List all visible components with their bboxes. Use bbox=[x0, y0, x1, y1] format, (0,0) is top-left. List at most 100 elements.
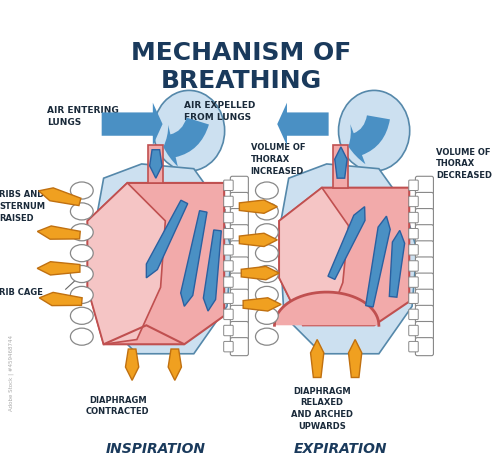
FancyBboxPatch shape bbox=[416, 209, 434, 227]
FancyBboxPatch shape bbox=[416, 192, 434, 210]
FancyBboxPatch shape bbox=[230, 305, 248, 323]
FancyBboxPatch shape bbox=[409, 245, 418, 255]
FancyBboxPatch shape bbox=[224, 277, 233, 287]
Polygon shape bbox=[94, 164, 232, 354]
Text: RIB CAGE: RIB CAGE bbox=[0, 287, 43, 296]
FancyBboxPatch shape bbox=[409, 325, 418, 336]
Ellipse shape bbox=[256, 224, 278, 241]
Polygon shape bbox=[38, 188, 81, 206]
Polygon shape bbox=[204, 230, 222, 311]
Polygon shape bbox=[168, 349, 181, 380]
Polygon shape bbox=[146, 200, 188, 278]
FancyBboxPatch shape bbox=[224, 261, 233, 271]
Ellipse shape bbox=[70, 203, 93, 220]
Text: VOLUME OF
THORAX
INCREASED: VOLUME OF THORAX INCREASED bbox=[250, 143, 305, 175]
Text: RIBS AND
STERNUM
RAISED: RIBS AND STERNUM RAISED bbox=[0, 190, 45, 223]
Text: AIR EXPELLED
FROM LUNGS: AIR EXPELLED FROM LUNGS bbox=[184, 101, 256, 122]
Ellipse shape bbox=[70, 245, 93, 262]
Polygon shape bbox=[279, 164, 417, 354]
FancyBboxPatch shape bbox=[416, 322, 434, 340]
Ellipse shape bbox=[256, 245, 278, 262]
FancyBboxPatch shape bbox=[409, 196, 418, 207]
Ellipse shape bbox=[154, 90, 224, 171]
FancyBboxPatch shape bbox=[230, 322, 248, 340]
FancyBboxPatch shape bbox=[230, 273, 248, 291]
Polygon shape bbox=[328, 207, 365, 279]
Text: DIAPHRAGM
RELAXED
AND ARCHED
UPWARDS: DIAPHRAGM RELAXED AND ARCHED UPWARDS bbox=[291, 387, 353, 431]
Text: MECHANISM OF: MECHANISM OF bbox=[131, 40, 352, 65]
FancyBboxPatch shape bbox=[416, 241, 434, 259]
Ellipse shape bbox=[70, 266, 93, 283]
Text: RIBS AND STERNUM
RETURNED TO
ORIGINAL POSITION: RIBS AND STERNUM RETURNED TO ORIGINAL PO… bbox=[132, 209, 226, 242]
Text: BREATHING: BREATHING bbox=[160, 69, 322, 93]
Ellipse shape bbox=[256, 203, 278, 220]
FancyBboxPatch shape bbox=[409, 293, 418, 304]
FancyBboxPatch shape bbox=[224, 293, 233, 304]
FancyBboxPatch shape bbox=[230, 257, 248, 275]
FancyBboxPatch shape bbox=[224, 342, 233, 352]
Ellipse shape bbox=[70, 182, 93, 199]
Ellipse shape bbox=[70, 286, 93, 304]
Text: VOLUME OF
THORAX
DECREASED: VOLUME OF THORAX DECREASED bbox=[436, 148, 492, 180]
FancyBboxPatch shape bbox=[224, 212, 233, 223]
FancyBboxPatch shape bbox=[416, 257, 434, 275]
FancyBboxPatch shape bbox=[409, 261, 418, 271]
Ellipse shape bbox=[256, 307, 278, 324]
FancyBboxPatch shape bbox=[230, 225, 248, 243]
Polygon shape bbox=[334, 145, 348, 188]
Polygon shape bbox=[38, 226, 80, 239]
FancyBboxPatch shape bbox=[416, 305, 434, 323]
Text: EXPIRATION: EXPIRATION bbox=[294, 442, 388, 456]
FancyBboxPatch shape bbox=[224, 228, 233, 239]
FancyBboxPatch shape bbox=[409, 277, 418, 287]
FancyBboxPatch shape bbox=[409, 212, 418, 223]
FancyBboxPatch shape bbox=[409, 180, 418, 190]
FancyBboxPatch shape bbox=[416, 273, 434, 291]
Text: Adobe Stock | #459468744: Adobe Stock | #459468744 bbox=[9, 335, 15, 411]
Polygon shape bbox=[88, 183, 166, 344]
Polygon shape bbox=[274, 292, 379, 325]
Ellipse shape bbox=[70, 224, 93, 241]
Polygon shape bbox=[240, 233, 278, 247]
FancyBboxPatch shape bbox=[230, 289, 248, 307]
FancyBboxPatch shape bbox=[409, 342, 418, 352]
FancyBboxPatch shape bbox=[409, 309, 418, 320]
FancyBboxPatch shape bbox=[230, 338, 248, 356]
Polygon shape bbox=[366, 216, 390, 307]
Polygon shape bbox=[126, 349, 139, 380]
Polygon shape bbox=[148, 145, 164, 183]
FancyBboxPatch shape bbox=[224, 180, 233, 190]
Text: DIAPHRAGM
CONTRACTED: DIAPHRAGM CONTRACTED bbox=[86, 396, 150, 417]
FancyBboxPatch shape bbox=[224, 309, 233, 320]
Polygon shape bbox=[37, 262, 80, 275]
FancyBboxPatch shape bbox=[224, 196, 233, 207]
Polygon shape bbox=[240, 200, 278, 213]
Polygon shape bbox=[310, 340, 324, 378]
FancyBboxPatch shape bbox=[416, 225, 434, 243]
Polygon shape bbox=[40, 293, 82, 305]
FancyBboxPatch shape bbox=[224, 245, 233, 255]
FancyBboxPatch shape bbox=[409, 228, 418, 239]
FancyBboxPatch shape bbox=[416, 338, 434, 356]
Text: AIR ENTERING
LUNGS: AIR ENTERING LUNGS bbox=[46, 106, 118, 127]
Ellipse shape bbox=[256, 286, 278, 304]
FancyBboxPatch shape bbox=[416, 176, 434, 194]
Ellipse shape bbox=[256, 328, 278, 345]
Polygon shape bbox=[150, 150, 162, 178]
Ellipse shape bbox=[70, 328, 93, 345]
Polygon shape bbox=[88, 183, 224, 344]
Polygon shape bbox=[334, 147, 347, 178]
Ellipse shape bbox=[338, 90, 409, 171]
Polygon shape bbox=[241, 266, 279, 280]
FancyBboxPatch shape bbox=[224, 325, 233, 336]
Ellipse shape bbox=[256, 182, 278, 199]
Text: INSPIRATION: INSPIRATION bbox=[106, 442, 206, 456]
Ellipse shape bbox=[70, 307, 93, 324]
FancyBboxPatch shape bbox=[230, 176, 248, 194]
Polygon shape bbox=[180, 210, 207, 306]
FancyBboxPatch shape bbox=[230, 209, 248, 227]
FancyBboxPatch shape bbox=[230, 192, 248, 210]
Polygon shape bbox=[279, 188, 348, 325]
Ellipse shape bbox=[256, 266, 278, 283]
Polygon shape bbox=[390, 230, 404, 297]
